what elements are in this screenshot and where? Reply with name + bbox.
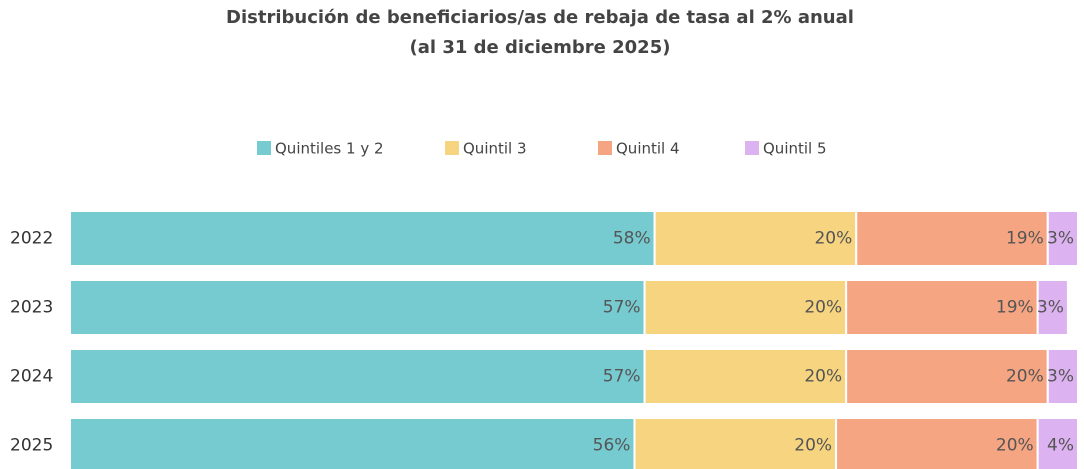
data-label: 19% — [996, 298, 1034, 318]
data-label: 3% — [1047, 229, 1074, 249]
legend-label: Quintil 4 — [616, 140, 680, 158]
legend-swatch — [257, 141, 271, 155]
bar-segment — [845, 279, 1039, 336]
data-label: 19% — [1006, 229, 1044, 249]
y-tick-label: 2023 — [10, 298, 53, 318]
chart-subtitle: (al 31 de diciembre 2025) — [410, 37, 671, 58]
data-label: 3% — [1047, 367, 1074, 387]
bar-segment — [855, 210, 1049, 267]
data-label: 56% — [593, 436, 631, 456]
bar-segment — [845, 348, 1049, 405]
data-label: 57% — [603, 367, 641, 387]
bar-segment — [1046, 210, 1080, 267]
data-label: 20% — [1006, 367, 1044, 387]
bar-segment — [633, 417, 838, 469]
legend-label: Quintil 5 — [763, 140, 827, 158]
bar-segment — [69, 279, 646, 336]
data-label: 20% — [996, 436, 1034, 456]
data-label: 58% — [613, 229, 651, 249]
data-label: 3% — [1037, 298, 1064, 318]
data-label: 20% — [794, 436, 832, 456]
data-label: 4% — [1047, 436, 1074, 456]
y-tick-label: 2024 — [10, 367, 53, 387]
bar-segment — [643, 348, 848, 405]
legend-label: Quintiles 1 y 2 — [275, 140, 384, 158]
legend-swatch — [745, 141, 759, 155]
data-label: 57% — [603, 298, 641, 318]
bar-segment — [1036, 417, 1080, 469]
data-label: 20% — [804, 367, 842, 387]
bar-segment — [69, 417, 636, 469]
bar-segment — [835, 417, 1039, 469]
bar-segment — [653, 210, 858, 267]
legend-label: Quintil 3 — [463, 140, 527, 158]
bar-segment — [1036, 279, 1069, 336]
y-tick-label: 2022 — [10, 229, 53, 249]
bar-segment — [1046, 348, 1080, 405]
data-label: 20% — [804, 298, 842, 318]
y-tick-label: 2025 — [10, 436, 53, 456]
data-label: 20% — [814, 229, 852, 249]
bar-segment — [69, 348, 646, 405]
chart-title: Distribución de beneficiarios/as de reba… — [226, 7, 854, 28]
bar-segment — [69, 210, 656, 267]
legend-swatch — [598, 141, 612, 155]
legend-swatch — [445, 141, 459, 155]
